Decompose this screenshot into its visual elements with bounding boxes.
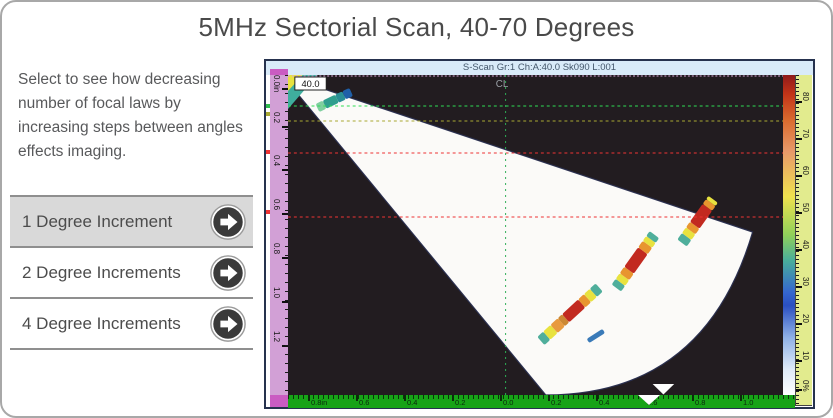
button-2-degree-increments[interactable]: 2 Degree Increments [10,248,253,299]
gate-marker [266,210,270,214]
ruler-label-v: 80 [801,92,810,101]
ruler-label-v: 0.2 [272,112,281,124]
sscan-header: S-Scan Gr:1 Ch:A:40.0 Sk090 L:001 [266,61,813,75]
button-label: 4 Degree Increments [22,313,181,333]
ruler-tick [796,175,802,177]
ruler-label-h: 1.0 [743,398,754,407]
circled-right-arrow-icon[interactable] [209,254,247,292]
svg-text:CL: CL [496,79,509,90]
ruler-label-v: 50 [801,203,810,212]
ruler-tick [796,389,802,391]
ruler-label-h: 0.8in [311,398,328,407]
sscan-panel: S-Scan Gr:1 Ch:A:40.0 Sk090 L:001 0.0in 0… [264,59,815,409]
ruler-label-v: 10 [801,351,810,360]
ruler-label-v: 40 [801,240,810,249]
ruler-tick [740,395,742,401]
ruler-label-v: 20 [801,314,810,323]
ruler-tick [356,395,358,401]
sector-scan-image: CL 40.0 [288,75,783,395]
ruler-label-v: 60 [801,166,810,175]
ruler-label-h: 0.8 [695,398,706,407]
button-4-degree-increments[interactable]: 4 Degree Increments [10,299,253,350]
ruler-label-v: 0.0in [272,75,281,93]
ruler-label-v: 1.2 [272,331,281,343]
svg-text:40.0: 40.0 [301,78,319,89]
ruler-tick [796,286,802,288]
ruler-tick [796,138,802,140]
ruler-cap-top [270,69,288,75]
ruler-label-v: 30 [801,277,810,286]
ruler-tick [796,212,802,214]
ruler-label-v: 1.0 [272,287,281,299]
ruler-label-h: 0.4 [599,398,610,407]
ruler-tick [548,395,550,401]
ruler-tick [596,395,598,401]
ruler-tick [796,323,802,325]
index-ruler: 0.8in 0.6 0.4 0.2 0.0 0.2 0.4 0.6 0.8 1.0 [288,395,795,408]
increment-menu: 1 Degree Increment 2 Degree Increments 4… [10,195,253,350]
ruler-label-h: 0.0 [503,398,514,407]
button-label: 2 Degree Increments [22,262,181,282]
ruler-tick [452,395,454,401]
gate-marker [266,104,270,108]
gate-marker [266,112,270,116]
ruler-tick [308,395,310,401]
ruler-label-h: 0.2 [455,398,466,407]
circled-right-arrow-icon[interactable] [209,203,247,241]
ruler-tick [500,395,502,401]
sidebar-description: Select to see how decreasing number of f… [18,71,243,160]
amplitude-ruler: 80 70 60 50 40 30 20 10 0% [795,75,812,406]
ruler-label-h: 0.6 [359,398,370,407]
ruler-label-v: 0% [801,380,810,392]
button-1-degree-increment[interactable]: 1 Degree Increment [10,197,253,248]
ruler-label-h: 0.4 [407,398,418,407]
circled-right-arrow-icon[interactable] [209,305,247,343]
ruler-tick [404,395,406,401]
ruler-tick [796,360,802,362]
gate-marker [266,150,270,154]
page-title: 5MHz Sectorial Scan, 40-70 Degrees [198,12,635,42]
sector-scan-svg: CL 40.0 [288,75,783,395]
gate-marker-strip [266,75,270,395]
amplitude-colorbar [783,75,795,395]
ruler-label-v: 0.8 [272,243,281,255]
ruler-tick [796,101,802,103]
ruler-tick [796,249,802,251]
button-label: 1 Degree Increment [22,211,173,231]
ruler-label-h: 0.2 [551,398,562,407]
ruler-tick [692,395,694,401]
ruler-label-v: 0.6 [272,199,281,211]
index-marker-icon [638,395,660,405]
ruler-label-v: 0.4 [272,155,281,167]
depth-ruler: 0.0in 0.2 0.4 0.6 0.8 1.0 1.2 [270,75,288,395]
ruler-cap-bottom [270,395,288,407]
ruler-label-v: 70 [801,129,810,138]
